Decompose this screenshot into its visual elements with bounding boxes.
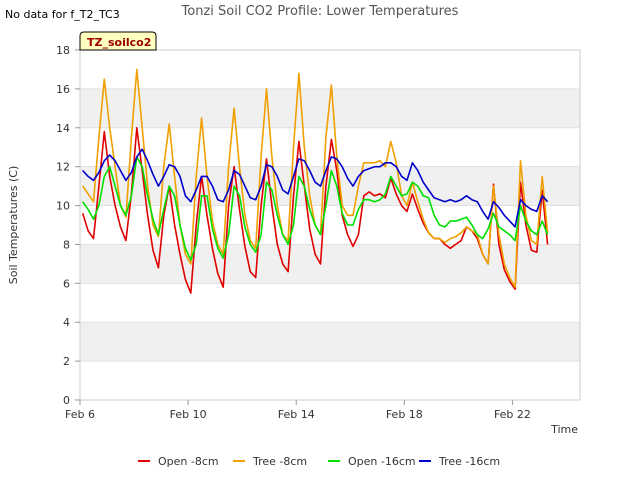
series-line-tree-16cm bbox=[82, 148, 549, 228]
legend-label-open-16cm: Open -16cm bbox=[348, 455, 416, 468]
y-axis: 0 2 4 6 8 10 12 14 16 18 bbox=[56, 44, 80, 407]
badge: TZ_soilco2 bbox=[79, 31, 157, 51]
x-tick-label: Feb 6 bbox=[65, 408, 95, 421]
legend-label-open-8cm: Open -8cm bbox=[158, 455, 219, 468]
badge-box bbox=[79, 31, 157, 51]
plot-area bbox=[79, 49, 581, 401]
x-axis-label: Time bbox=[550, 423, 578, 436]
y-tick-label: 4 bbox=[63, 316, 70, 329]
series-line-open-16cm bbox=[82, 156, 549, 261]
grid-band bbox=[80, 244, 580, 284]
y-tick-label: 16 bbox=[56, 83, 70, 96]
y-axis-label: Soil Temperatures (C) bbox=[7, 166, 20, 285]
y-tick-label: 8 bbox=[63, 238, 70, 251]
x-tick-label: Feb 14 bbox=[278, 408, 315, 421]
legend-label-tree-16cm: Tree -16cm bbox=[438, 455, 500, 468]
y-tick-label: 10 bbox=[56, 200, 70, 213]
x-axis: Feb 6 Feb 10 Feb 14 Feb 18 Feb 22 bbox=[65, 400, 531, 421]
y-tick-label: 18 bbox=[56, 44, 70, 57]
no-data-note: No data for f_T2_TC3 bbox=[5, 8, 120, 21]
y-tick-label: 14 bbox=[56, 122, 70, 135]
badge-label: TZ_soilco2 bbox=[87, 36, 151, 49]
y-tick-label: 6 bbox=[63, 277, 70, 290]
y-tick-label: 12 bbox=[56, 161, 70, 174]
x-tick-label: Feb 18 bbox=[386, 408, 423, 421]
y-tick-label: 0 bbox=[63, 394, 70, 407]
chart-title: Tonzi Soil CO2 Profile: Lower Temperatur… bbox=[181, 4, 459, 19]
series-lines bbox=[81, 68, 549, 294]
x-tick-label: Feb 10 bbox=[170, 408, 207, 421]
x-tick-label: Feb 22 bbox=[494, 408, 531, 421]
grid-band bbox=[80, 322, 580, 362]
legend: Open -8cm Tree -8cm Open -16cm Tree -16cm bbox=[138, 455, 500, 468]
y-tick-label: 2 bbox=[63, 355, 70, 368]
plot-frame bbox=[79, 49, 581, 401]
grid-band bbox=[80, 166, 580, 206]
legend-label-tree-8cm: Tree -8cm bbox=[252, 455, 307, 468]
